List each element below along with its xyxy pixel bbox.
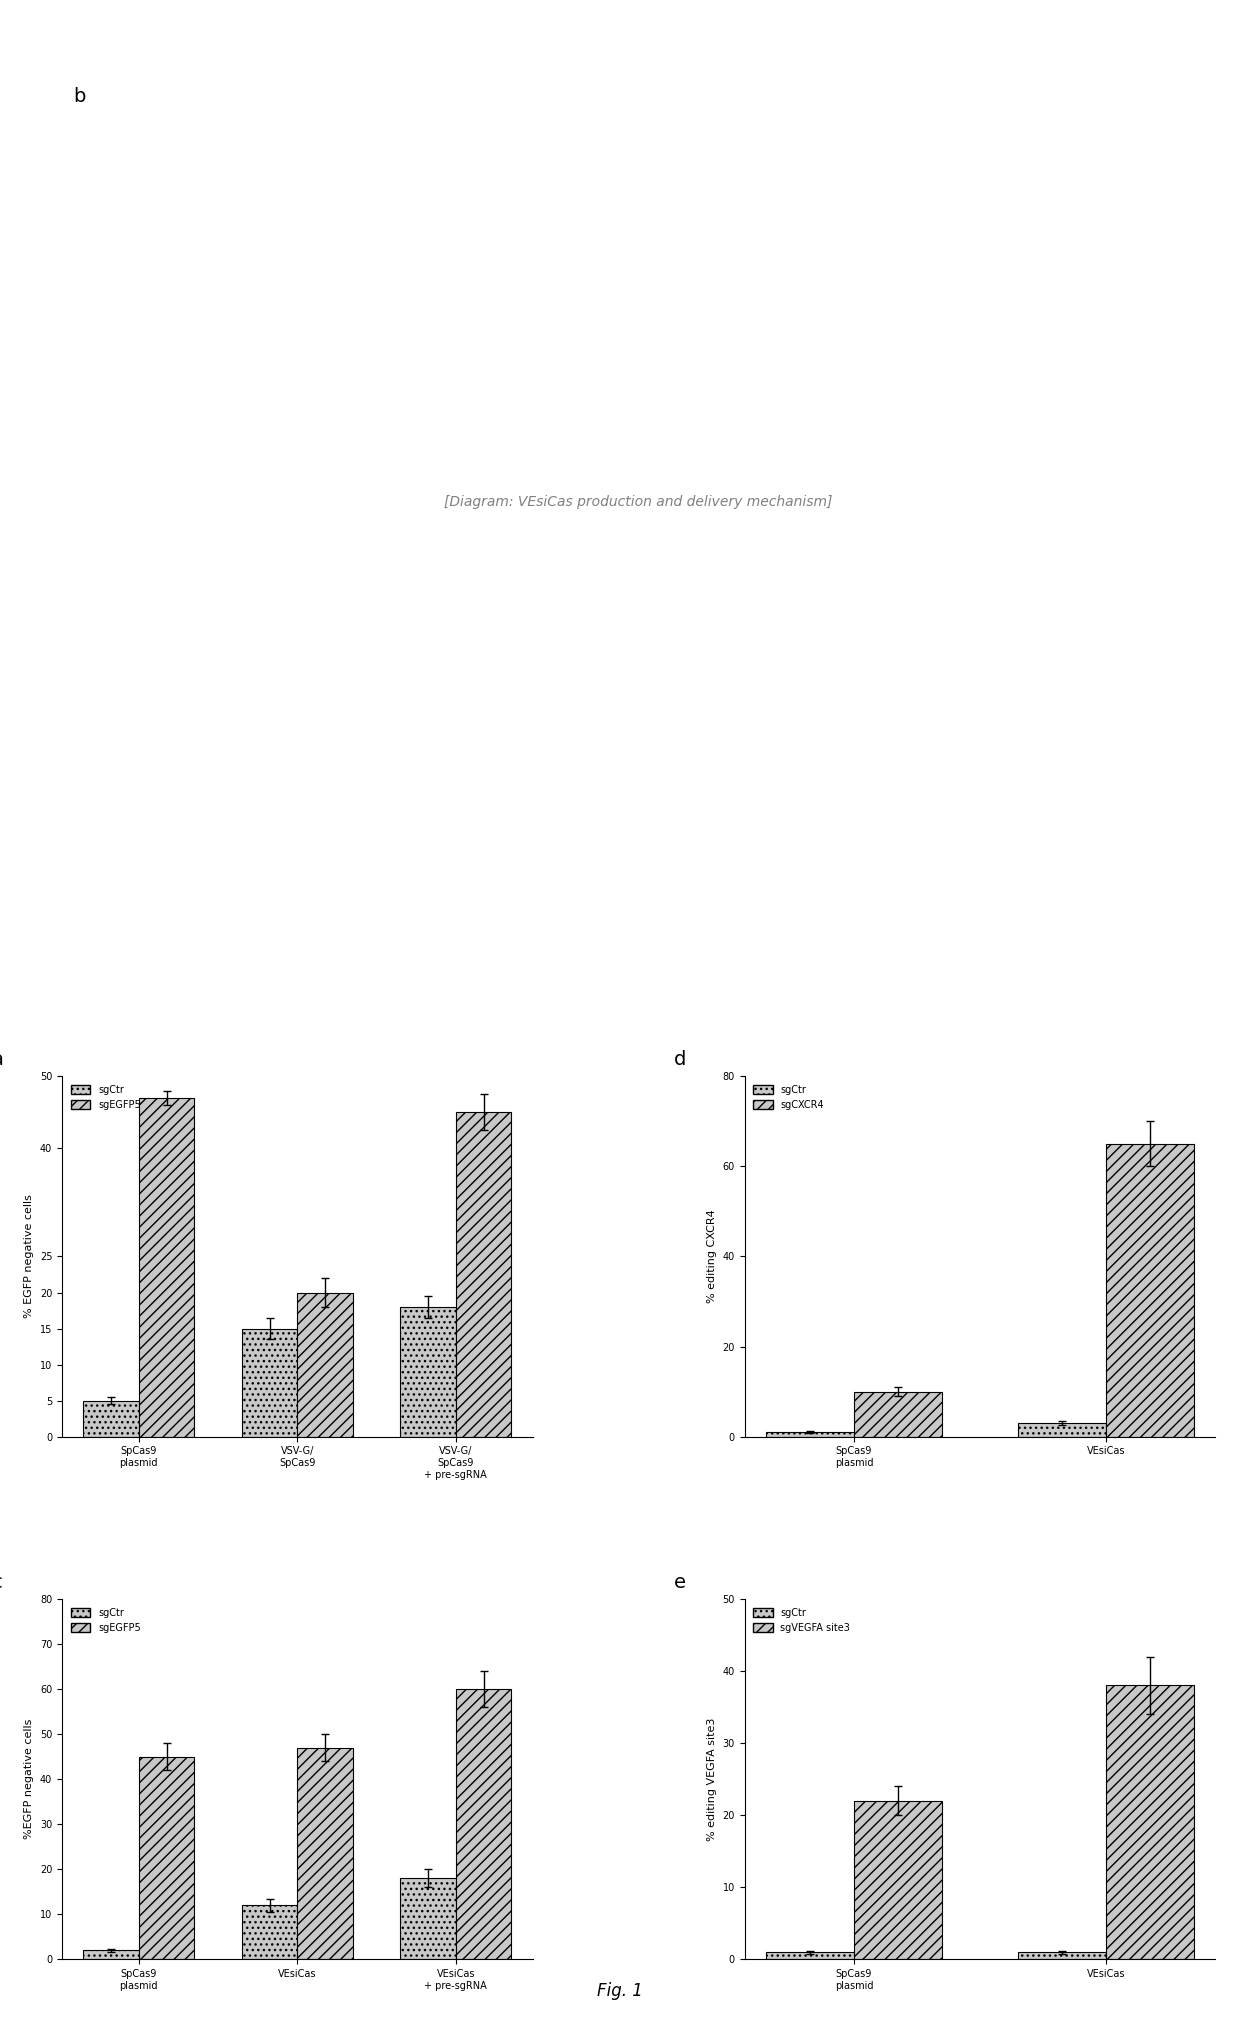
Bar	[298, 1293, 353, 1436]
Bar	[456, 1113, 511, 1436]
Text: e: e	[673, 1574, 686, 1592]
Text: a: a	[0, 1050, 4, 1069]
Text: [Diagram: VEsiCas production and delivery mechanism]: [Diagram: VEsiCas production and deliver…	[444, 495, 833, 509]
Bar	[456, 1689, 511, 1959]
Text: c: c	[0, 1574, 2, 1592]
Bar	[401, 1307, 456, 1436]
Bar	[139, 1757, 195, 1959]
Legend: sgCtr, sgEGFP5: sgCtr, sgEGFP5	[67, 1604, 145, 1636]
Bar	[401, 1879, 456, 1959]
Bar	[1106, 1143, 1194, 1436]
Text: d: d	[673, 1050, 686, 1069]
Text: Fig. 1: Fig. 1	[598, 1982, 642, 2000]
Bar	[766, 1432, 854, 1436]
Bar	[242, 1329, 298, 1436]
Bar	[766, 1951, 854, 1959]
Bar	[1018, 1424, 1106, 1436]
Y-axis label: %EGFP negative cells: %EGFP negative cells	[25, 1719, 35, 1840]
Legend: sgCtr, sgCXCR4: sgCtr, sgCXCR4	[749, 1081, 828, 1113]
Legend: sgCtr, sgEGFP5: sgCtr, sgEGFP5	[67, 1081, 145, 1113]
Text: b: b	[73, 87, 86, 107]
Bar	[854, 1392, 942, 1436]
Legend: sgCtr, sgVEGFA site3: sgCtr, sgVEGFA site3	[749, 1604, 854, 1636]
Bar	[83, 1400, 139, 1436]
Y-axis label: % EGFP negative cells: % EGFP negative cells	[25, 1194, 35, 1319]
Bar	[1106, 1685, 1194, 1959]
Y-axis label: % editing VEGFA site3: % editing VEGFA site3	[707, 1717, 717, 1840]
Y-axis label: % editing CXCR4: % editing CXCR4	[707, 1210, 717, 1303]
Bar	[1018, 1951, 1106, 1959]
Bar	[298, 1747, 353, 1959]
Bar	[242, 1905, 298, 1959]
Bar	[83, 1951, 139, 1959]
Bar	[854, 1800, 942, 1959]
Bar	[139, 1097, 195, 1436]
